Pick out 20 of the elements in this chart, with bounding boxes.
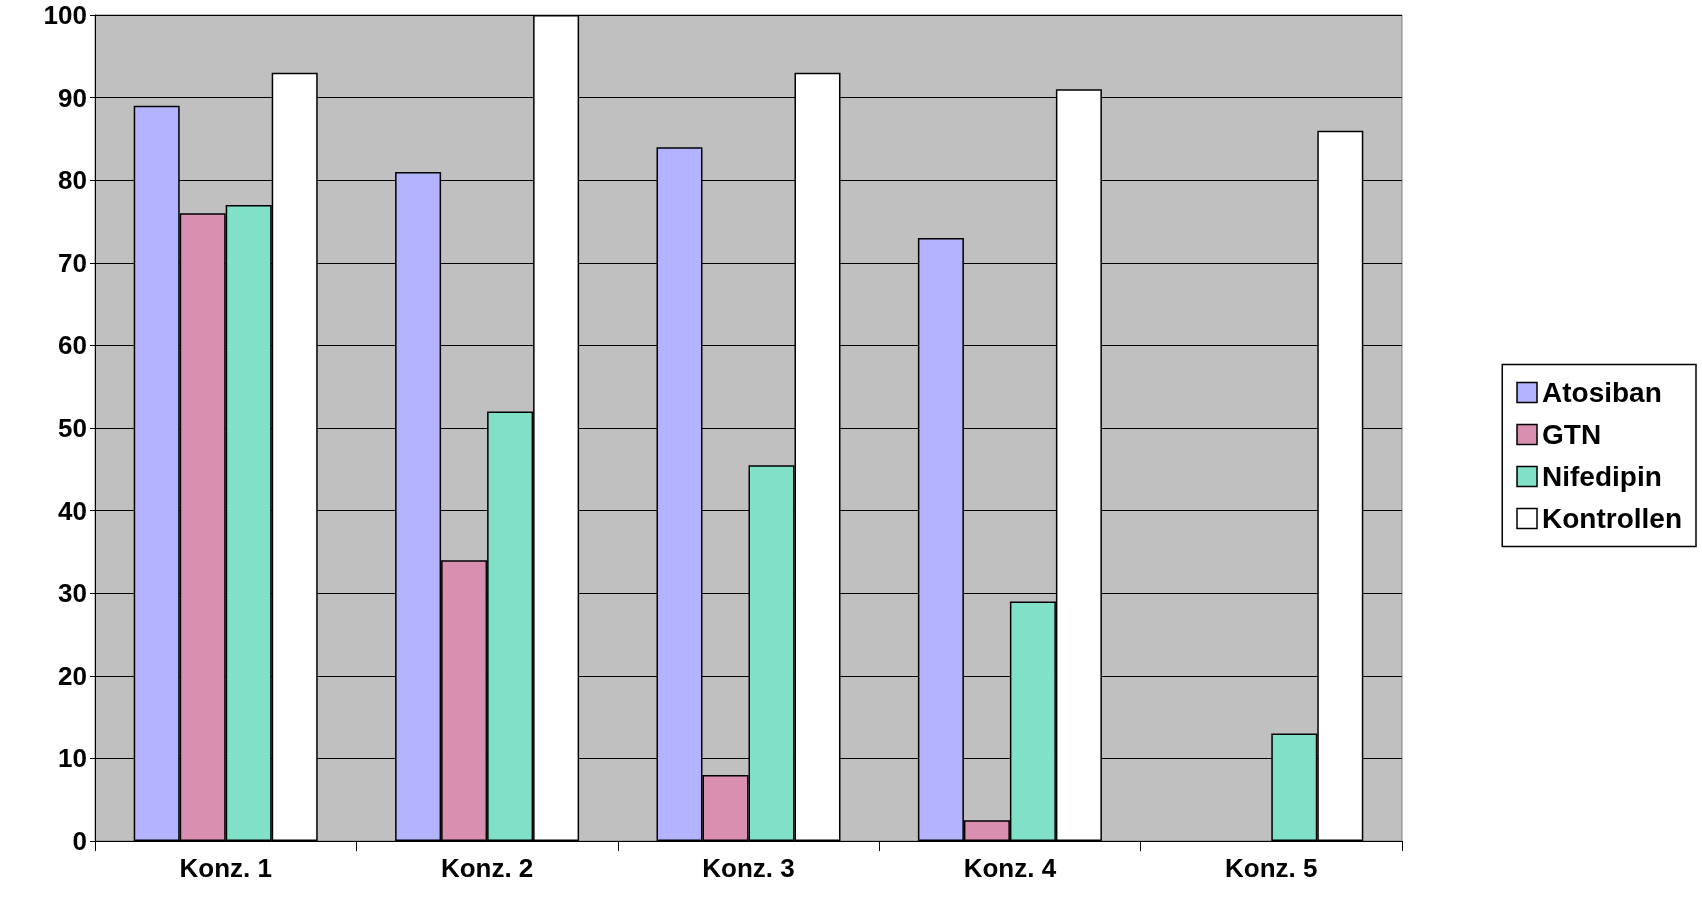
y-tick-label: 10 [58, 743, 87, 774]
legend-label: Kontrollen [1542, 503, 1683, 534]
x-tick-label: Konz. 3 [702, 853, 795, 883]
y-tick-label: 90 [58, 82, 87, 113]
y-tick-label: 100 [43, 0, 87, 30]
legend-label: Atosiban [1542, 377, 1662, 408]
x-tick-label: Konz. 5 [1225, 853, 1318, 883]
legend-label: GTN [1542, 419, 1602, 450]
y-tick-label: 20 [58, 660, 87, 691]
y-tick-label: 70 [58, 247, 87, 278]
x-tick-label: Konz. 2 [440, 853, 534, 883]
y-tick-label: 60 [58, 330, 87, 361]
x-tick-label: Konz. 4 [963, 853, 1057, 883]
y-tick-label: 50 [58, 413, 87, 443]
legend-label: Nifedipin [1542, 461, 1662, 492]
y-tick-label: 40 [58, 495, 87, 526]
y-tick-label: 0 [72, 826, 87, 856]
x-tick-label: Konz. 1 [179, 853, 272, 883]
y-tick-label: 80 [58, 165, 87, 196]
y-tick-label: 30 [58, 578, 87, 609]
